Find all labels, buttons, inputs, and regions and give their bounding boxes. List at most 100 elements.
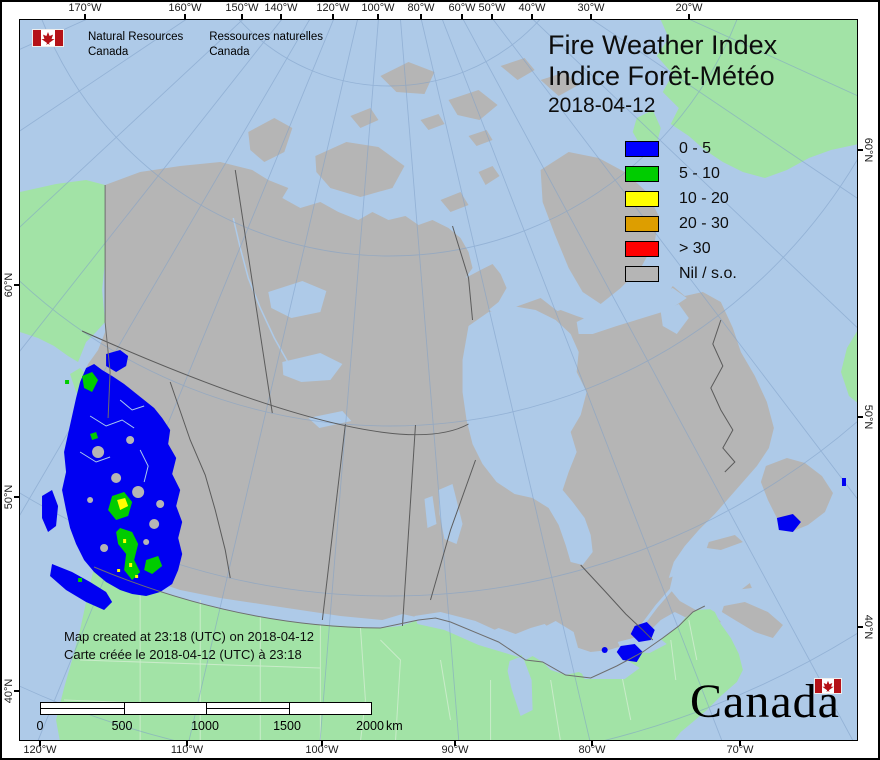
dept-name-en: Natural Resources Canada <box>88 31 184 58</box>
newfoundland <box>760 458 833 532</box>
graticule-tick <box>321 741 323 746</box>
graticule-tick <box>39 741 41 746</box>
graticule-tick <box>858 149 863 151</box>
scale-tick-label: 0 <box>36 719 44 733</box>
dept-name-fr: Ressources naturelles Canada <box>209 31 324 58</box>
hudson-bay <box>462 306 593 565</box>
usa <box>56 567 743 740</box>
graticule-tick <box>377 14 379 19</box>
fwi-ontario-spot-3 <box>601 647 608 653</box>
lake-athabasca <box>308 411 352 428</box>
mainland <box>75 162 774 652</box>
graticule-label: 40°W <box>518 2 546 14</box>
lake-superior <box>414 612 531 657</box>
legend-swatch-nil <box>625 265 659 282</box>
greenland-south-tip <box>840 331 857 403</box>
title-fr: Indice Forêt-Météo <box>548 61 775 91</box>
graticule-tick <box>332 14 334 19</box>
water-bodies <box>232 217 772 716</box>
scale-bar: 0 500 1000 1500 2000 km <box>36 702 403 735</box>
graticule-label: 50°N <box>862 404 874 430</box>
legend-swatch-0-5 <box>625 140 659 157</box>
fwi-green-patches <box>65 372 163 582</box>
legend-label: 20 - 30 <box>679 214 729 232</box>
greenland <box>656 20 857 178</box>
border-bc-ab <box>169 381 231 579</box>
graticule-tick <box>531 14 533 19</box>
fwi-region-bc-blue <box>62 364 183 596</box>
graticule-tick <box>858 626 863 628</box>
border-qc-nl <box>710 319 736 473</box>
graticule-label: 120°W <box>316 2 350 14</box>
fwi-newfoundland-spot <box>776 514 801 532</box>
legend-item: 5 - 10 <box>625 161 737 186</box>
border-mb-on <box>430 459 477 601</box>
border-yukon-nwt <box>234 169 273 414</box>
graticule-label: 140°W <box>264 2 298 14</box>
graticule-tick <box>454 741 456 746</box>
lake-michigan <box>507 656 533 716</box>
graticule-label: 90°W <box>441 744 469 756</box>
graticule-label: 30°W <box>577 2 605 14</box>
fwi-east-dot <box>841 478 846 486</box>
graticule-label: 60°N <box>862 137 874 163</box>
fwi-blob-north <box>106 350 129 372</box>
graticule-label: 50°W <box>478 2 506 14</box>
graticule-tick <box>14 690 19 692</box>
legend-label: 10 - 20 <box>679 189 729 207</box>
victoria-island <box>315 142 405 197</box>
border-ab-sk <box>321 423 346 621</box>
fwi-overlay <box>42 350 846 662</box>
graticule-label: 150°W <box>225 2 259 14</box>
graticule-label: 160°W <box>168 2 202 14</box>
title-date: 2018-04-12 <box>548 94 656 117</box>
graticule-tick <box>688 14 690 19</box>
scale-unit-label: km <box>386 719 403 733</box>
canada-flag-icon <box>32 29 64 47</box>
legend-item: Nil / s.o. <box>625 261 737 286</box>
graticule-tick <box>84 14 86 19</box>
lake-winnipeg <box>438 484 463 544</box>
scale-bar-labels: 0 500 1000 1500 2000 km <box>36 719 403 735</box>
scale-tick-label: 2000 <box>356 719 384 733</box>
graticule-tick <box>491 14 493 19</box>
scale-tick-label: 500 <box>111 719 133 733</box>
canada-wordmark: Canada <box>690 675 842 729</box>
map-created-note: Map created at 23:18 (UTC) on 2018-04-12… <box>64 628 314 664</box>
alaska <box>20 180 106 362</box>
graticule-label: 80°W <box>578 744 606 756</box>
legend-swatch-10-20 <box>625 190 659 207</box>
great-bear-lake <box>268 281 327 318</box>
great-slave-lake <box>282 353 343 382</box>
graticule-label: 100°W <box>305 744 339 756</box>
created-fr: Carte créée le 2018-04-12 (UTC) à 23:18 <box>64 647 302 662</box>
legend-swatch-over-30 <box>625 240 659 257</box>
legend-item: 0 - 5 <box>625 136 737 161</box>
graticule-tick <box>186 741 188 746</box>
graticule-tick <box>14 284 19 286</box>
graticule-tick <box>858 416 863 418</box>
fwi-ontario-spot-2 <box>616 644 643 662</box>
graticule-tick <box>420 14 422 19</box>
foxe-basin <box>510 256 571 296</box>
graticule-tick <box>461 14 463 19</box>
graticule-tick <box>241 14 243 19</box>
legend-label: 0 - 5 <box>679 139 712 157</box>
vancouver-island-fwi <box>50 564 113 610</box>
graticule-label: 40°N <box>862 614 874 640</box>
graticule-tick <box>591 741 593 746</box>
graticule-tick <box>739 741 741 746</box>
fwi-east-spots <box>601 478 846 662</box>
graticule-tick <box>280 14 282 19</box>
legend-item: 20 - 30 <box>625 211 737 236</box>
border-canada-usa <box>93 566 706 679</box>
border-60n <box>81 330 469 436</box>
border-nwt-nu <box>452 225 474 321</box>
graticule-label: 100°W <box>361 2 395 14</box>
legend-label: > 30 <box>679 239 711 257</box>
islands <box>248 58 833 638</box>
graticule-tick <box>14 496 19 498</box>
fwi-yellow-patches <box>117 498 139 578</box>
canada-fwi-map <box>20 20 857 740</box>
